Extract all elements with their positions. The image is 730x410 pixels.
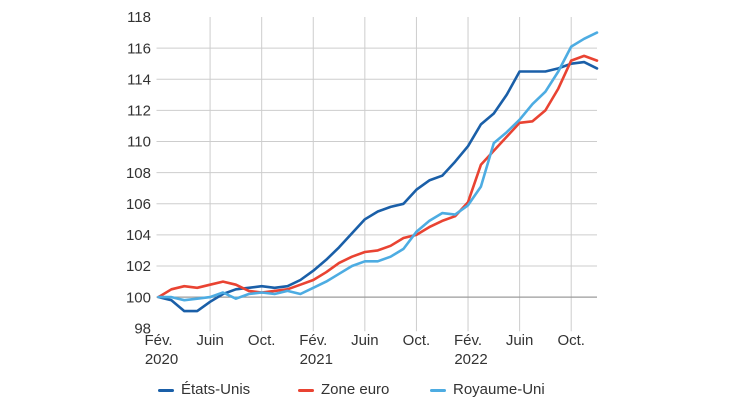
x-tick-label: Oct. <box>557 332 585 349</box>
x-tick-label: Fév. <box>454 332 482 349</box>
y-tick-label: 112 <box>127 103 151 120</box>
x-tick-year-label: 2022 <box>454 351 487 368</box>
legend-label-etats-unis: États-Unis <box>181 381 251 398</box>
x-tick-label: Oct. <box>248 332 276 349</box>
x-tick-label: Oct. <box>403 332 431 349</box>
x-tick-label: Fév. <box>299 332 327 349</box>
series-line-royaume-uni <box>157 31 599 302</box>
legend-swatch-royaume-uni <box>430 388 446 392</box>
y-tick-label: 102 <box>126 258 151 275</box>
series-line--tats-unis <box>157 60 599 313</box>
legend-item-royaume-uni: Royaume-Uni <box>430 381 545 399</box>
x-tick-label: Juin <box>351 332 379 349</box>
x-tick-label: Juin <box>196 332 224 349</box>
legend-item-zone-euro: Zone euro <box>298 381 389 399</box>
x-tick-year-label: 2020 <box>145 351 178 368</box>
x-tick-year-label: 2021 <box>300 351 333 368</box>
y-tick-label: 114 <box>127 71 151 88</box>
y-tick-label: 118 <box>127 9 151 26</box>
y-tick-label: 116 <box>127 40 151 57</box>
y-tick-label: 108 <box>126 165 151 182</box>
series-line-zone-euro <box>157 54 599 299</box>
legend-swatch-zone-euro <box>298 388 314 392</box>
y-tick-label: 98 <box>134 320 151 337</box>
legend-swatch-etats-unis <box>158 388 174 392</box>
legend-label-zone-euro: Zone euro <box>321 381 390 398</box>
legend-item-etats-unis: États-Unis <box>158 381 250 399</box>
y-tick-label: 110 <box>127 134 151 151</box>
legend-label-royaume-uni: Royaume-Uni <box>453 381 545 398</box>
x-tick-label: Fév. <box>144 332 172 349</box>
y-tick-label: 106 <box>126 196 151 213</box>
y-tick-label: 100 <box>126 289 151 306</box>
y-tick-label: 104 <box>126 227 151 244</box>
chart-legend: États-Unis Zone euro Royaume-Uni <box>0 381 730 403</box>
x-tick-label: Juin <box>506 332 534 349</box>
